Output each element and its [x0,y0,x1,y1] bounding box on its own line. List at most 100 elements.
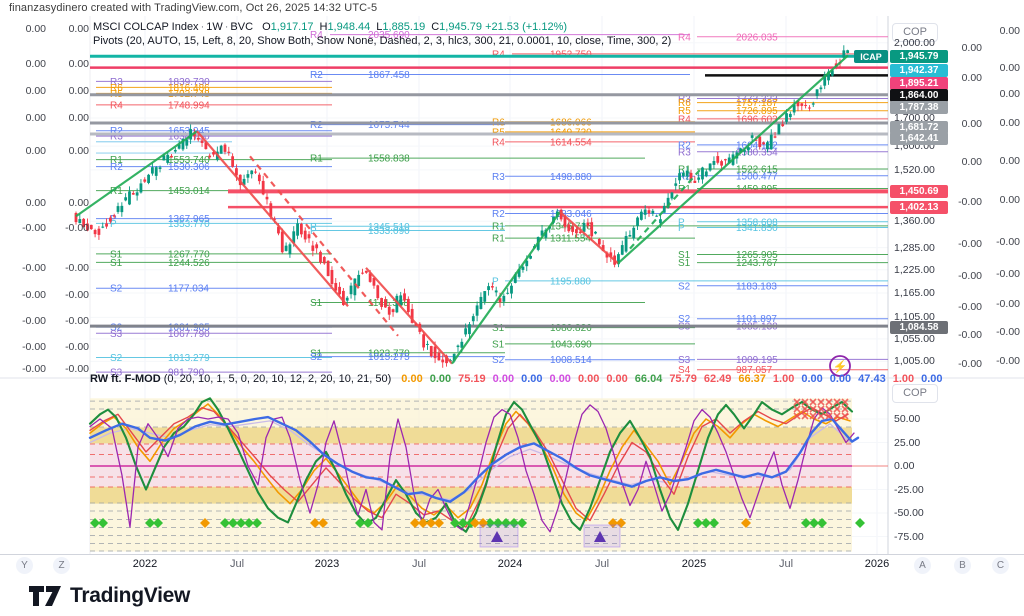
left-scale-value: 0.00 [25,145,46,157]
indicator-value: 66.04 [634,373,663,385]
indicator-value: 47.43 [858,373,886,385]
symbol-interval[interactable]: 1W [206,21,223,33]
time-label-jul[interactable]: Jul [594,558,610,570]
pivot-label: S2 [110,353,123,364]
indicator-legend[interactable]: RW ft. F-MOD (0, 20, 10, 1, 5, 0, 20, 10… [90,373,943,385]
signal-diamond [90,518,100,528]
pivot-value: 1265.905 [736,250,778,261]
pivot-value: 1080.826 [550,323,592,334]
price-badge: 1,895.21 [890,77,948,90]
indicator-value: 0.00 [429,373,452,385]
pivot-value: 1816.486 [168,83,210,94]
oscillator-series-red [89,407,849,528]
lightning-glyph: ⚡ [833,360,848,374]
pivot-label: S1 [310,348,323,359]
pivot-value: 1522.615 [736,165,778,176]
time-label-jul[interactable]: Jul [778,558,794,570]
indicator-value: 1.00 [772,373,795,385]
axis-button-c[interactable]: C [992,557,1009,574]
left-scale-value: 0.00 [68,197,89,209]
left-scale-value: -0.00 [65,222,89,234]
pivot-label: S4 [678,365,691,376]
time-label-2022[interactable]: 2022 [132,558,158,570]
time-label-2025[interactable]: 2025 [681,558,707,570]
symbol-exchange: BVC [230,21,254,33]
pivot-label: S3 [110,368,123,379]
pivot-value: 1530.306 [168,162,210,173]
right-scale-value: 0.00 [961,118,982,130]
time-label-jul[interactable]: Jul [229,558,245,570]
currency-button-main[interactable]: COP [892,23,938,42]
pivot-label: S1 [310,298,323,309]
lightning-icon[interactable] [829,355,851,377]
pivot-value: 1043.690 [550,339,592,350]
pivot-label: R4 [678,114,691,125]
pivots-settings-legend[interactable]: Pivots (20, AUTO, 15, Left, 8, 20, Show … [93,35,672,47]
left-scale-value: 0.00 [25,58,46,70]
pivot-value: 1008.514 [550,355,592,366]
pivot-value: 1867.458 [368,70,410,81]
pivot-value: 1345.510 [368,222,410,233]
right-scale-value: -0.00 [958,238,982,250]
symbol-title[interactable]: MSCI COLCAP Index [93,21,199,33]
signal-diamond [485,518,495,528]
pivot-value: 1696.603 [736,114,778,125]
oscillator-series-orange [89,403,851,522]
right-scale-value: 0.00 [999,117,1020,129]
price-badge: 1,450.69 [890,185,948,198]
signal-diamond [616,518,626,528]
left-scale-value: 0.00 [25,197,46,209]
time-label-jul[interactable]: Jul [411,558,427,570]
left-scale-value: -0.00 [22,341,46,353]
ohlc-values: O1,917.17 H1,948.44 L1,885.19 C1,945.79 [256,21,482,33]
pivot-value: 1244.526 [168,258,210,269]
icap-tag: ICAP [854,50,888,63]
left-scale-value: -0.00 [65,289,89,301]
time-label-2024[interactable]: 2024 [497,558,523,570]
axis-button-b[interactable]: B [954,557,971,574]
axis-button-a[interactable]: A [914,557,931,574]
pivot-label: S2 [110,284,123,295]
signal-diamond [501,518,511,528]
axis-button-y[interactable]: Y [16,557,33,574]
pivot-value: 1839.730 [168,77,210,88]
pivot-label: R2 [110,126,123,137]
tradingview-footer[interactable]: TradingView [28,583,190,609]
left-scale-value: 0.00 [25,112,46,124]
pivot-label: R1 [310,154,323,165]
signal-diamond [741,518,751,528]
signal-diamond [809,518,819,528]
pivot-value: 1311.554 [550,234,591,245]
pivot-value: 1358.608 [736,217,778,228]
signal-diamond [608,518,618,528]
signal-arrow-up [594,531,606,542]
right-scale-value: -0.00 [996,236,1020,248]
pivot-value: 1580.354 [736,147,778,158]
pivot-label: R3 [492,172,505,183]
time-label-2026[interactable]: 2026 [864,558,890,570]
pivot-label: R3 [678,94,691,105]
pivot-label: R6 [110,83,123,94]
indicator-value: 0.00 [549,373,571,385]
signal-diamond [252,518,262,528]
signal-diamond [709,518,719,528]
currency-button-indicator[interactable]: COP [892,384,938,403]
symbol-legend[interactable]: MSCI COLCAP Index · 1W · BVC O1,917.17 H1,948… [93,21,568,33]
right-scale-value: -0.00 [996,268,1020,280]
pivot-value: 2035.690 [368,30,410,41]
axis-button-z[interactable]: Z [53,557,70,574]
indicator-tick: -25.00 [894,484,924,496]
pivot-value: 1081.985 [168,323,210,334]
pivot-label: R3 [678,147,691,158]
signal-diamond [244,518,254,528]
time-label-2023[interactable]: 2023 [314,558,340,570]
indicator-name[interactable]: RW ft. F-MOD [90,373,161,385]
left-scale-value: 0.00 [68,23,89,35]
signal-diamond [355,518,365,528]
price-tick: 1,225.00 [894,264,935,276]
ohlc-l: L1,885.19 [376,21,426,33]
pivot-value: 1243.767 [736,258,778,269]
pivot-value: 1383.046 [550,209,592,220]
left-scale-value: -0.00 [65,315,89,327]
